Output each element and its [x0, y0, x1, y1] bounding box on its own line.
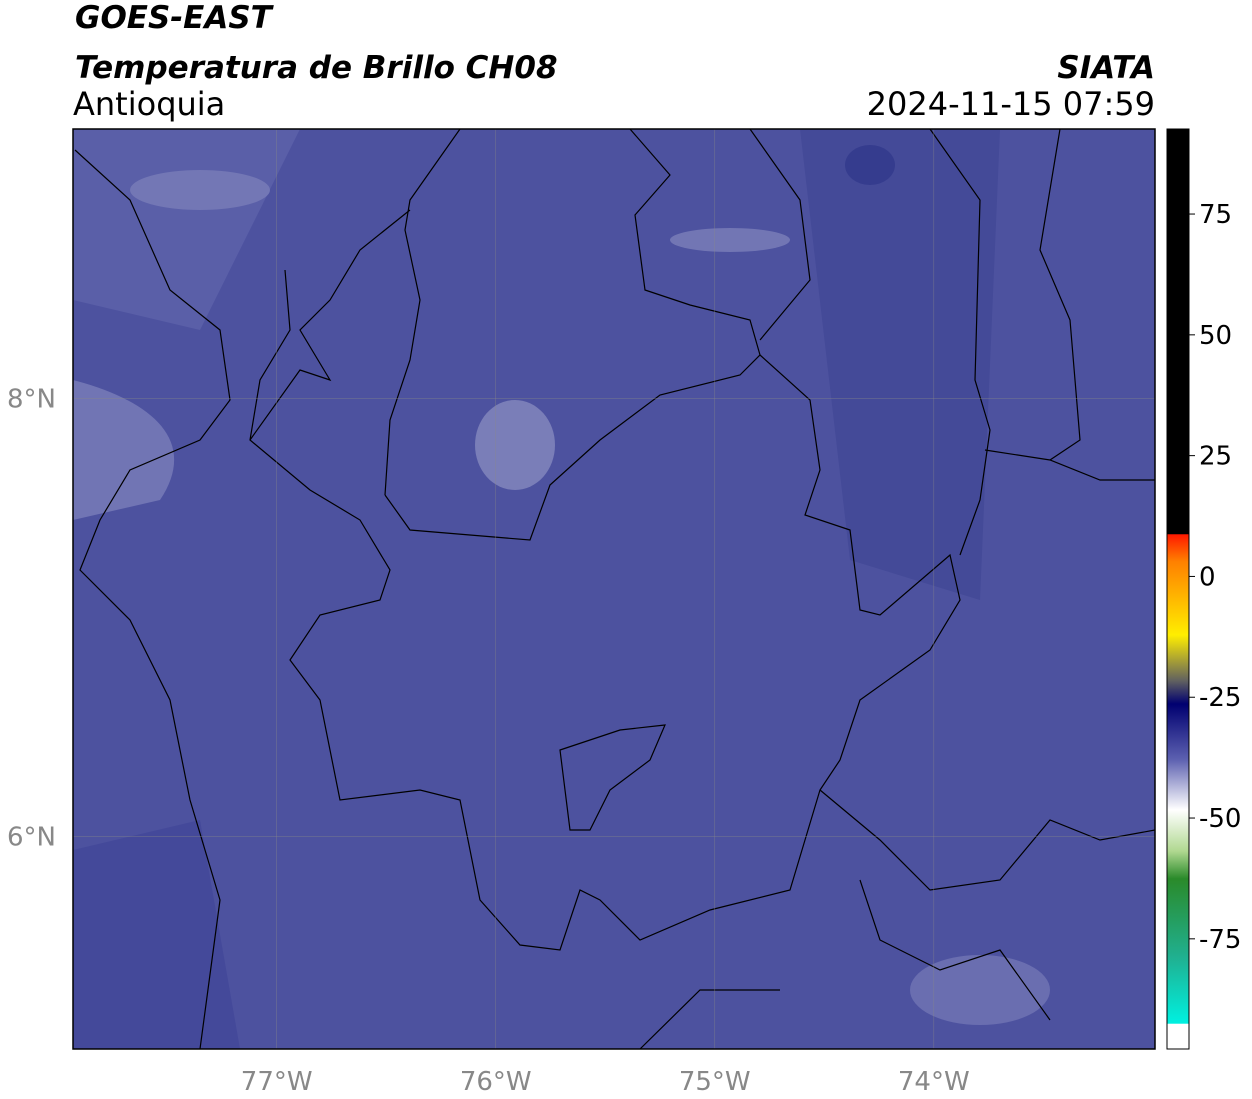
department-border: [384, 129, 461, 496]
colorbar-tick-label: 50: [1199, 321, 1232, 351]
colorbar-tick-label: 25: [1199, 442, 1232, 472]
coastline: [74, 149, 231, 1049]
coastline: [249, 209, 411, 441]
department-border: [1039, 129, 1081, 461]
department-border: [929, 129, 991, 556]
colorbar-tick-label: -50: [1199, 804, 1241, 834]
field: [910, 955, 1050, 1025]
department-border: [629, 129, 761, 356]
department-border: [749, 129, 811, 341]
field: [670, 228, 790, 252]
field: [73, 820, 240, 1049]
colorbar-tick-label: 75: [1199, 200, 1232, 230]
colorbar-tick-label: -75: [1199, 925, 1241, 955]
colorbar: [1166, 128, 1190, 1050]
x-tick-label: 77°W: [241, 1067, 313, 1097]
y-tick-label: 6°N: [7, 823, 56, 853]
field: [73, 380, 175, 520]
field: [475, 400, 555, 490]
datetime: 2024-11-15 07:59: [867, 85, 1155, 123]
department-border: [249, 269, 961, 951]
y-tick-label: 8°N: [7, 384, 56, 414]
field: [130, 170, 270, 210]
x-tick-label: 74°W: [898, 1067, 970, 1097]
map-area: [73, 129, 1155, 1049]
city-border: [559, 724, 666, 831]
department-border: [984, 449, 1155, 481]
colorbar-tick-label: 0: [1199, 562, 1216, 592]
colorbar-tick-label: -25: [1199, 683, 1241, 713]
field: [845, 145, 895, 185]
field: [800, 129, 1000, 600]
x-tick-label: 76°W: [460, 1067, 532, 1097]
region: Antioquia: [73, 85, 225, 123]
title: Temperatura de Brillo CH08: [75, 50, 558, 86]
map-frame: [72, 128, 1156, 1050]
source: SIATA: [1057, 50, 1155, 86]
x-tick-label: 75°W: [679, 1067, 751, 1097]
title: GOES-EAST: [75, 0, 275, 36]
department-border: [859, 879, 1051, 1021]
department-border: [819, 789, 1155, 891]
department-border: [639, 989, 780, 1049]
